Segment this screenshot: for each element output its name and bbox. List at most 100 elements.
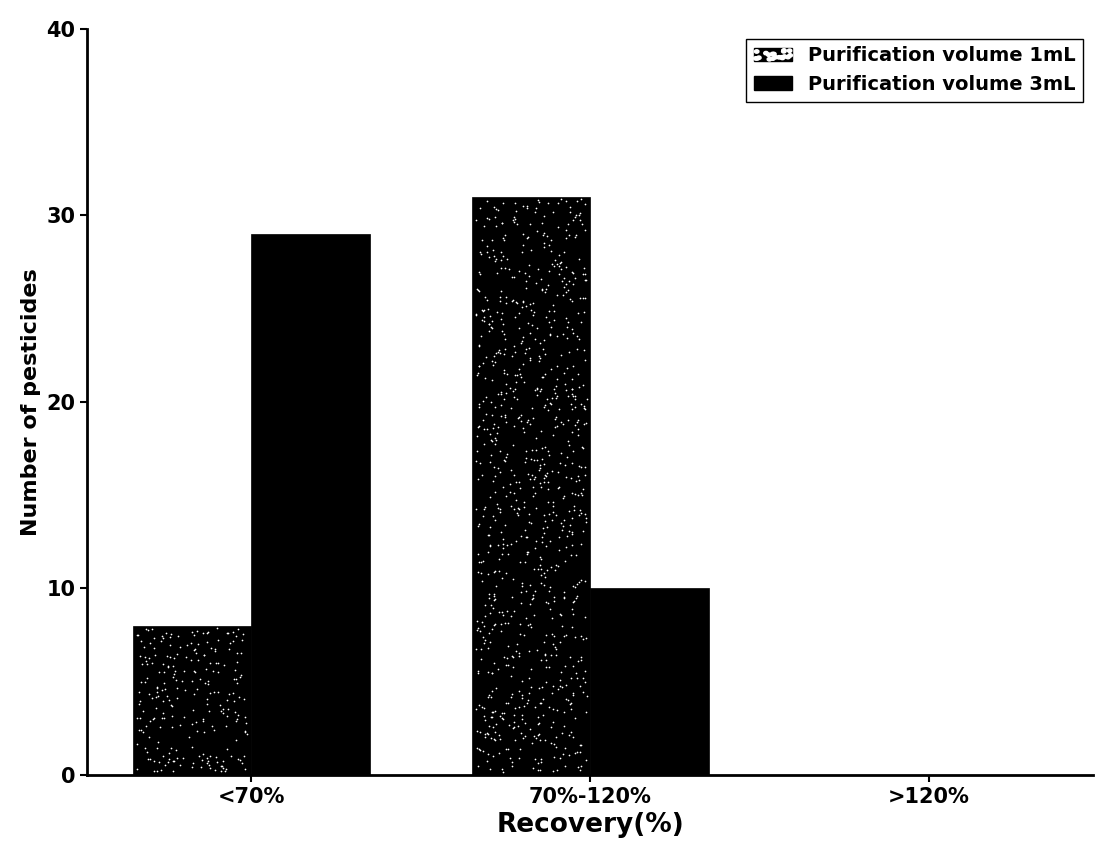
- Point: [564, 382, 582, 396]
- Point: [131, 649, 149, 663]
- Point: [550, 673, 568, 686]
- Point: [545, 590, 563, 604]
- Point: [129, 628, 147, 642]
- Point: [532, 576, 550, 590]
- Point: [564, 381, 582, 395]
- Point: [160, 752, 178, 765]
- Point: [163, 627, 180, 641]
- Point: [183, 674, 201, 688]
- Point: [517, 281, 535, 295]
- Point: [554, 523, 571, 537]
- Point: [571, 739, 589, 752]
- Point: [480, 592, 498, 606]
- Point: [478, 754, 496, 768]
- Point: [556, 741, 574, 755]
- Point: [492, 385, 510, 399]
- Point: [215, 658, 233, 672]
- Point: [478, 246, 496, 259]
- Point: [532, 552, 550, 566]
- Point: [558, 362, 576, 375]
- Point: [476, 289, 494, 303]
- Point: [541, 327, 559, 341]
- Point: [539, 496, 557, 509]
- Point: [198, 756, 216, 770]
- Point: [547, 380, 565, 393]
- Point: [165, 670, 183, 684]
- Point: [139, 686, 157, 700]
- Point: [516, 716, 534, 730]
- Point: [527, 277, 545, 290]
- Point: [480, 545, 498, 559]
- Point: [555, 271, 573, 284]
- Point: [529, 710, 547, 724]
- Point: [528, 224, 546, 238]
- Point: [559, 217, 577, 231]
- Point: [547, 392, 565, 405]
- Point: [505, 708, 522, 722]
- Point: [544, 627, 561, 641]
- Point: [475, 702, 492, 716]
- Point: [569, 469, 587, 483]
- Point: [504, 721, 521, 734]
- Point: [472, 247, 490, 261]
- Point: [568, 343, 586, 356]
- Point: [531, 550, 549, 564]
- Point: [528, 454, 546, 467]
- Point: [139, 623, 157, 637]
- Point: [172, 640, 189, 654]
- Point: [548, 359, 566, 373]
- Point: [544, 205, 561, 219]
- Point: [521, 351, 539, 365]
- Point: [535, 635, 553, 649]
- Point: [471, 624, 489, 638]
- Point: [143, 691, 160, 704]
- Point: [520, 259, 538, 272]
- Point: [164, 659, 182, 673]
- Point: [175, 710, 193, 723]
- Point: [499, 742, 517, 756]
- Point: [491, 444, 509, 458]
- Point: [569, 759, 587, 773]
- Point: [480, 212, 498, 226]
- Point: [570, 380, 588, 393]
- Point: [514, 691, 531, 704]
- Point: [183, 717, 201, 731]
- Point: [544, 611, 561, 624]
- Point: [515, 425, 532, 439]
- Point: [547, 648, 565, 661]
- Point: [537, 628, 555, 642]
- Point: [473, 304, 491, 318]
- Point: [482, 710, 500, 723]
- Point: [489, 538, 507, 551]
- Point: [159, 693, 177, 707]
- Point: [164, 765, 182, 778]
- Point: [213, 764, 231, 777]
- Point: [497, 296, 515, 310]
- Point: [566, 746, 584, 760]
- Point: [221, 687, 238, 701]
- Point: [190, 749, 208, 763]
- Point: [536, 734, 554, 747]
- Point: [491, 710, 509, 723]
- Point: [483, 666, 501, 679]
- Point: [504, 649, 521, 663]
- Point: [178, 638, 196, 652]
- Point: [557, 692, 575, 706]
- Point: [511, 481, 529, 495]
- Point: [517, 584, 535, 598]
- Point: [489, 461, 507, 475]
- Point: [539, 404, 557, 417]
- Point: [575, 305, 593, 319]
- Point: [575, 267, 593, 281]
- Point: [134, 704, 152, 717]
- Point: [526, 470, 544, 484]
- Point: [539, 596, 557, 610]
- Point: [512, 688, 530, 702]
- Point: [491, 253, 509, 267]
- Point: [526, 332, 544, 345]
- Point: [128, 763, 146, 777]
- Point: [536, 468, 554, 482]
- Point: [487, 220, 505, 234]
- Point: [553, 192, 570, 206]
- Point: [487, 725, 505, 739]
